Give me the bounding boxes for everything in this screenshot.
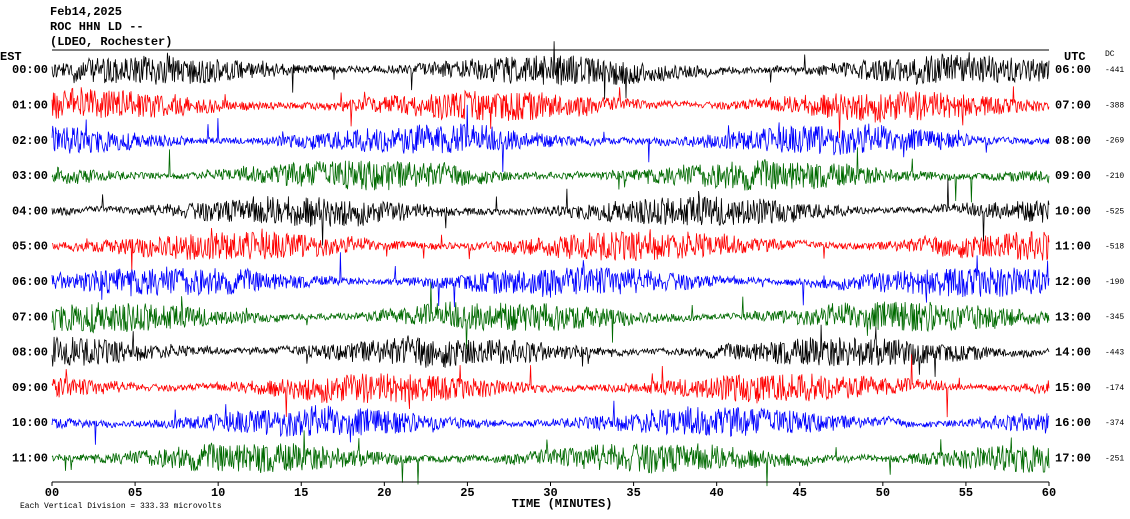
- est-label: 10:00: [12, 416, 48, 430]
- dc-value: -251: [1105, 454, 1124, 463]
- trace: [51, 86, 1050, 139]
- trace: [51, 178, 1050, 246]
- trace: [51, 324, 1050, 377]
- left-axis-label: EST: [0, 50, 22, 64]
- x-tick-label: 30: [543, 486, 557, 500]
- utc-label: 09:00: [1055, 169, 1091, 183]
- trace: [51, 252, 1050, 308]
- trace: [51, 282, 1050, 350]
- title-line: ROC HHN LD --: [50, 20, 144, 34]
- traces: [51, 41, 1050, 487]
- trace: [51, 354, 1050, 418]
- dc-value: -388: [1105, 101, 1124, 110]
- utc-label: 17:00: [1055, 451, 1091, 465]
- dc-label: DC: [1105, 50, 1115, 59]
- x-tick-label: 20: [377, 486, 391, 500]
- x-tick-label: 55: [959, 486, 973, 500]
- utc-label: 14:00: [1055, 346, 1091, 360]
- title-line: (LDEO, Rochester): [50, 35, 172, 49]
- utc-label: 08:00: [1055, 134, 1091, 148]
- trace: [51, 430, 1050, 487]
- est-label: 07:00: [12, 310, 48, 324]
- footer: Each Vertical Division = 333.33 microvol…: [20, 502, 222, 511]
- x-tick-label: 25: [460, 486, 474, 500]
- est-label: 01:00: [12, 98, 48, 112]
- title-line: Feb14,2025: [50, 5, 122, 19]
- dc-value: -374: [1105, 419, 1124, 428]
- est-label: 09:00: [12, 381, 48, 395]
- est-label: 11:00: [12, 451, 48, 465]
- est-label: 04:00: [12, 204, 48, 218]
- x-tick-label: 10: [211, 486, 225, 500]
- est-label: 03:00: [12, 169, 48, 183]
- trace: [51, 147, 1050, 203]
- trace: [51, 41, 1050, 100]
- utc-label: 16:00: [1055, 416, 1091, 430]
- dc-value: -269: [1105, 137, 1124, 146]
- utc-label: 13:00: [1055, 310, 1091, 324]
- utc-label: 07:00: [1055, 98, 1091, 112]
- x-tick-label: 40: [709, 486, 723, 500]
- x-tick-label: 15: [294, 486, 308, 500]
- dc-value: -210: [1105, 172, 1124, 181]
- utc-label: 12:00: [1055, 275, 1091, 289]
- x-tick-label: 05: [128, 486, 142, 500]
- x-tick-label: 50: [876, 486, 890, 500]
- dc-value: -345: [1105, 313, 1124, 322]
- utc-label: 15:00: [1055, 381, 1091, 395]
- right-axis-label: UTC: [1064, 50, 1086, 64]
- x-tick-label: 00: [45, 486, 59, 500]
- dc-value: -443: [1105, 349, 1124, 358]
- utc-label: 11:00: [1055, 240, 1091, 254]
- x-tick-label: 35: [626, 486, 640, 500]
- dc-value: -525: [1105, 207, 1124, 216]
- dc-value: -174: [1105, 384, 1124, 393]
- est-label: 00:00: [12, 63, 48, 77]
- dc-value: -518: [1105, 243, 1124, 252]
- est-label: 06:00: [12, 275, 48, 289]
- est-label: 02:00: [12, 134, 48, 148]
- est-label: 05:00: [12, 240, 48, 254]
- x-axis-label: TIME (MINUTES): [512, 497, 613, 511]
- utc-label: 10:00: [1055, 204, 1091, 218]
- trace: [51, 227, 1050, 272]
- trace: [51, 104, 1050, 173]
- est-label: 08:00: [12, 346, 48, 360]
- x-tick-label: 45: [793, 486, 807, 500]
- utc-label: 06:00: [1055, 63, 1091, 77]
- x-tick-label: 60: [1042, 486, 1056, 500]
- dc-value: -441: [1105, 66, 1124, 75]
- trace: [51, 400, 1050, 445]
- dc-value: -190: [1105, 278, 1124, 287]
